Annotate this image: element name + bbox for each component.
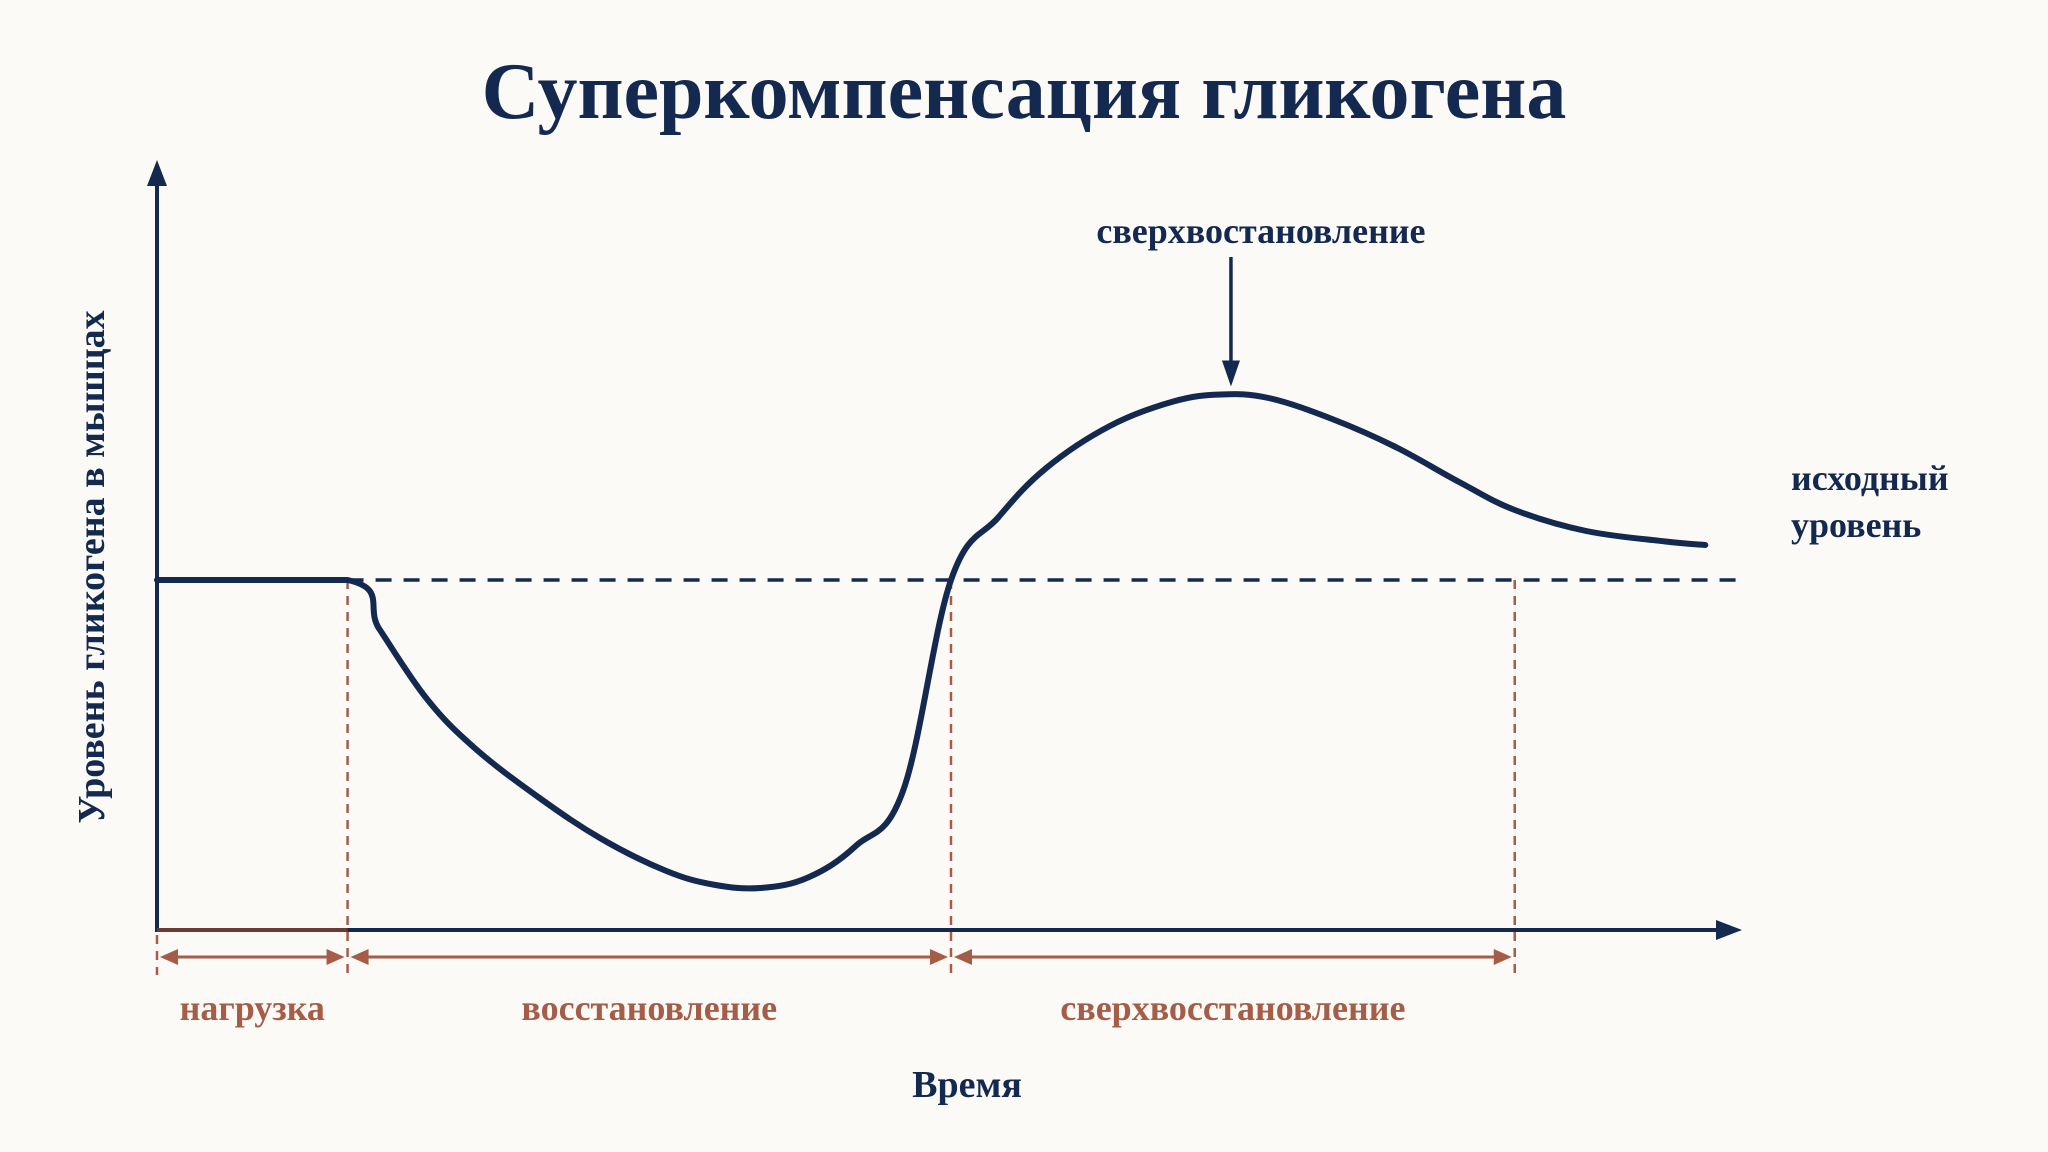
phase-arrowhead xyxy=(160,949,178,965)
glycogen-curve xyxy=(154,391,1709,892)
phase-arrowhead xyxy=(326,949,345,965)
page-title: Суперкомпенсация гликогена xyxy=(482,48,1567,136)
y-axis-label: Уровень гликогена в мышцах xyxy=(71,310,113,823)
phase-labels: нагрузка восстановление сверхвосстановле… xyxy=(180,988,1406,1028)
baseline-label: исходный уровень xyxy=(1791,458,1949,545)
x-axis-arrowhead xyxy=(1716,920,1742,940)
peak-annotation-label: сверхвостановление xyxy=(1096,211,1425,251)
peak-annotation-arrowhead xyxy=(1221,360,1240,387)
x-axis-label: Время xyxy=(912,1064,1022,1106)
phase-arrowhead xyxy=(930,949,948,965)
baseline-label-line-2: уровень xyxy=(1791,505,1921,545)
y-axis-arrowhead xyxy=(147,160,167,186)
phase-label-supercompensation: сверхвосстановление xyxy=(1060,988,1405,1028)
phase-arrowhead xyxy=(954,949,972,965)
phase-boundaries xyxy=(155,580,1516,975)
phase-arrowhead xyxy=(1493,949,1512,965)
baseline-label-line-1: исходный xyxy=(1791,458,1949,498)
phase-label-load: нагрузка xyxy=(180,988,325,1028)
phase-arrows xyxy=(160,949,1512,965)
axes xyxy=(147,160,1742,940)
phase-arrowhead xyxy=(350,949,369,965)
phase-label-recovery: восстановление xyxy=(521,988,777,1028)
